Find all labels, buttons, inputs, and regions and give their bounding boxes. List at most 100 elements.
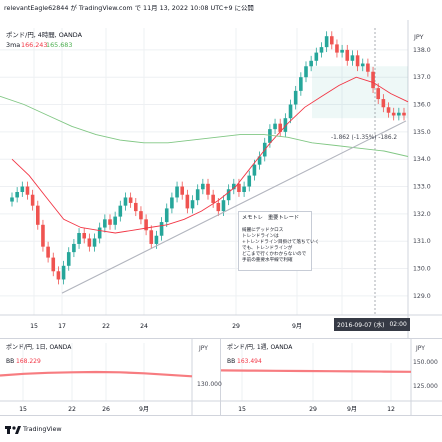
weekly-price-label-low: 125.000 (413, 383, 438, 390)
annotation-line-6: 手前の重要水平線で利確 (242, 258, 293, 263)
price-tick-label: 129.0 (413, 293, 431, 300)
candle-body (231, 183, 236, 190)
candle-body (206, 183, 210, 195)
time-tick-label: 22 (102, 323, 110, 330)
price-tick-label: 131.0 (413, 238, 431, 245)
candle (87, 233, 92, 252)
time-tick-label: 24 (140, 323, 148, 330)
candle (293, 85, 298, 110)
candle-body (278, 123, 283, 132)
candle-body (201, 183, 205, 190)
candle-body (87, 238, 92, 247)
candle-body (149, 230, 154, 244)
candle (360, 58, 365, 72)
candle (164, 203, 169, 227)
daily-currency: JPY (199, 345, 208, 352)
time-tick-label: 17 (58, 323, 66, 330)
daily-chart-panel[interactable]: 15 22 26 9月 ポンド/円, 1日, OANDA BB 168.229 JPY… (0, 338, 222, 416)
candle-body (247, 175, 252, 187)
candle-body (360, 63, 365, 67)
crosshair-time: 02:00 (389, 321, 407, 328)
candle-body (329, 36, 334, 45)
candle-body (30, 194, 35, 206)
time-tick-label: 15 (19, 406, 27, 413)
price-tick-label: 133.0 (413, 184, 431, 191)
candle-body (41, 224, 45, 247)
price-tick-label: 135.0 (413, 129, 431, 136)
candle-body (82, 233, 87, 239)
footer: TradingView (0, 415, 442, 442)
candle (170, 192, 174, 214)
price-tick-label: 134.0 (413, 156, 431, 163)
brand-name: TradingView (23, 425, 62, 433)
annotation-title: メモトレ 重要トレード (242, 215, 300, 221)
candle-body (304, 66, 308, 78)
candle (257, 151, 262, 170)
time-tick-label: 9月 (347, 406, 357, 413)
candle-body (180, 186, 185, 195)
candle (82, 228, 87, 244)
daily-chart-svg[interactable]: 15 22 26 9月 (0, 339, 221, 416)
candle-body (66, 252, 71, 266)
candle (108, 214, 112, 230)
candle (278, 118, 283, 137)
candle-body (350, 55, 355, 61)
weekly-symbol-title: ポンド/円, 1週, OANDA (227, 344, 293, 351)
main-chart-svg[interactable]: 129.0 130.0 131.0 132.0 133.0 134.0 135.0 136.0… (0, 20, 442, 338)
candle (25, 181, 30, 200)
indicator-value-green: 165.683 (46, 41, 73, 49)
candle-body (123, 197, 128, 206)
candle (128, 192, 133, 208)
trendline (61, 120, 407, 294)
candle (61, 260, 66, 285)
candle (30, 189, 35, 211)
candle (386, 102, 391, 118)
main-chart-panel[interactable]: 129.0 130.0 131.0 132.0 133.0 134.0 135.0 136.0… (0, 20, 442, 338)
candle-body (154, 235, 159, 244)
crosshair-date: 2016-09-07 (水) (337, 322, 385, 329)
candle-body (35, 205, 40, 225)
candle-body (56, 271, 61, 280)
candle-body (113, 216, 117, 225)
candle-body (20, 186, 25, 192)
weekly-bb-label: BB (227, 358, 236, 365)
candle (304, 61, 308, 83)
candle-body (15, 192, 19, 198)
ma-green-line (0, 95, 409, 157)
candle (319, 42, 324, 58)
candle (149, 225, 154, 249)
candle (350, 50, 355, 66)
candle-body (397, 112, 401, 116)
time-tick-label: 29 (232, 323, 240, 330)
candle (10, 192, 14, 207)
price-tick-label: 132.0 (413, 211, 431, 218)
daily-price-label: 130.000 (197, 381, 222, 388)
weekly-chart-svg[interactable]: 15 29 9月 12 (220, 339, 442, 416)
candle-body (190, 200, 195, 209)
candle (376, 83, 381, 104)
candle (113, 211, 117, 230)
time-tick-label: 15 (238, 406, 246, 413)
candle-body (386, 107, 391, 113)
candle (195, 184, 200, 206)
price-tick-label: 137.0 (413, 74, 431, 81)
annotation-line-4: でも、トレンドラインが (242, 246, 293, 251)
candle (41, 219, 45, 252)
weekly-chart-panel[interactable]: 15 29 9月 12 ポンド/円, 1週, OANDA BB 163.494 JPY… (220, 338, 442, 416)
candle (92, 233, 97, 252)
candle-body (139, 211, 143, 220)
candle-body (376, 88, 381, 100)
candle-body (77, 233, 81, 244)
candle-body (144, 219, 148, 231)
annotation-box[interactable]: メモトレ 重要トレード 綺麗にデッドクロス トレンドラインは +トレンドライン目… (238, 211, 319, 271)
candle (247, 170, 252, 192)
candle-body (319, 47, 324, 53)
candle-body (211, 194, 215, 203)
daily-bb-label: BB (6, 358, 15, 365)
candle (329, 31, 334, 50)
candle-body (216, 202, 221, 212)
candle-body (133, 202, 138, 212)
candle-body (288, 104, 293, 119)
candle (206, 178, 210, 200)
candle-body (314, 52, 319, 61)
